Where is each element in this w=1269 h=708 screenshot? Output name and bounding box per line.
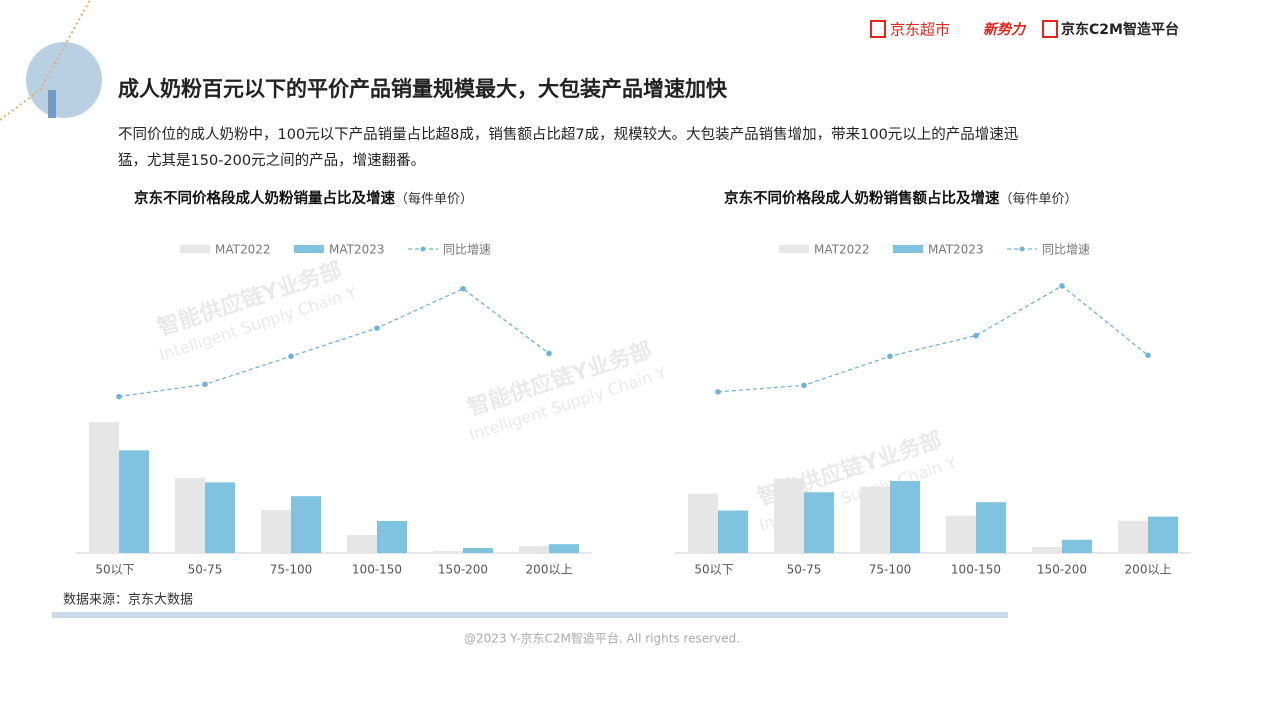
bar <box>89 421 119 553</box>
growth-point <box>202 381 208 388</box>
x-tick-label: 75-100 <box>270 563 313 577</box>
bar <box>549 544 579 553</box>
growth-point <box>288 353 294 360</box>
legend-swatch <box>779 245 809 253</box>
growth-point <box>374 325 380 331</box>
bar <box>1032 546 1062 553</box>
bar <box>347 535 377 553</box>
bar <box>519 546 549 553</box>
bar <box>804 492 834 553</box>
x-tick-label: 100-150 <box>352 563 402 577</box>
brand-icon <box>870 20 886 38</box>
legend-label: 同比增速 <box>443 243 491 257</box>
legend-label: MAT2022 <box>814 243 870 257</box>
growth-point <box>116 393 122 400</box>
bar <box>774 478 804 553</box>
decor-circle <box>26 42 102 118</box>
growth-line <box>717 285 1149 393</box>
brand: 京东C2M智造平台 <box>1061 21 1179 38</box>
description: 不同价位的成人奶粉中，100元以下产品销量占比超8成，销售额占比超7成，规模较大… <box>118 125 1018 143</box>
bar <box>1118 520 1148 553</box>
brand-icon <box>1042 20 1058 38</box>
legend-label: MAT2023 <box>329 243 385 257</box>
bar <box>976 502 1006 553</box>
title: 成人奶粉百元以下的平价产品销量规模最大，大包装产品增速加快 <box>118 77 728 101</box>
x-tick-label: 50-75 <box>787 563 822 577</box>
brand: 京东超市 <box>890 21 950 39</box>
bar <box>377 520 407 553</box>
bar <box>890 480 920 553</box>
growth-point <box>801 382 807 389</box>
growth-point <box>973 332 979 339</box>
chart-title: 京东不同价格段成人奶粉销售额占比及增速（每件单价） <box>724 189 1078 207</box>
bar <box>860 486 890 553</box>
description: 猛，尤其是150-200元之间的产品，增速翻番。 <box>118 152 425 169</box>
growth-point <box>887 353 893 360</box>
bar <box>433 551 463 553</box>
footer: @2023 Y-京东C2M智造平台. All rights reserved. <box>464 631 740 646</box>
growth-point <box>460 285 466 292</box>
x-tick-label: 50以下 <box>95 563 134 577</box>
bar <box>463 548 493 553</box>
bar <box>1148 516 1178 553</box>
growth-line <box>118 287 550 398</box>
legend-dot <box>1019 246 1025 252</box>
x-tick-label: 75-100 <box>869 563 912 577</box>
growth-point <box>715 389 721 395</box>
chart-title-main: 京东不同价格段成人奶粉销量占比及增速 <box>134 189 395 207</box>
legend-swatch <box>294 245 324 253</box>
legend-swatch <box>180 245 210 253</box>
x-tick-label: 200以上 <box>526 563 573 577</box>
legend-label: 同比增速 <box>1042 243 1090 257</box>
x-tick-label: 50-75 <box>188 563 223 577</box>
decor-gold <box>0 0 91 121</box>
legend-label: MAT2022 <box>215 243 271 257</box>
x-tick-label: 200以上 <box>1125 563 1172 577</box>
decor-strip <box>52 612 1008 618</box>
decor-bar <box>48 90 56 118</box>
growth-point <box>1145 352 1151 359</box>
chart-title-note: （每件单价） <box>395 191 473 207</box>
chart-title-main: 京东不同价格段成人奶粉销售额占比及增速 <box>724 189 1000 207</box>
x-tick-label: 150-200 <box>1037 563 1087 577</box>
bar <box>261 509 291 553</box>
x-tick-label: 50以下 <box>694 563 733 577</box>
brand: 新势力 <box>983 21 1027 38</box>
x-tick-label: 150-200 <box>438 563 488 577</box>
chart-title: 京东不同价格段成人奶粉销量占比及增速（每件单价） <box>134 189 473 207</box>
bar <box>946 515 976 553</box>
legend-swatch <box>893 245 923 253</box>
bar <box>291 496 321 553</box>
bar <box>688 493 718 553</box>
growth-point <box>546 350 552 357</box>
source: 数据来源：京东大数据 <box>63 593 193 608</box>
legend-label: MAT2023 <box>928 243 984 257</box>
legend-dot <box>420 246 426 252</box>
bar <box>718 510 748 553</box>
bar <box>1062 539 1092 553</box>
bar <box>175 477 205 553</box>
chart-title-note: （每件单价） <box>1000 191 1078 207</box>
x-tick-label: 100-150 <box>951 563 1001 577</box>
bar <box>119 450 149 553</box>
bar <box>205 482 235 553</box>
growth-point <box>1059 283 1065 289</box>
